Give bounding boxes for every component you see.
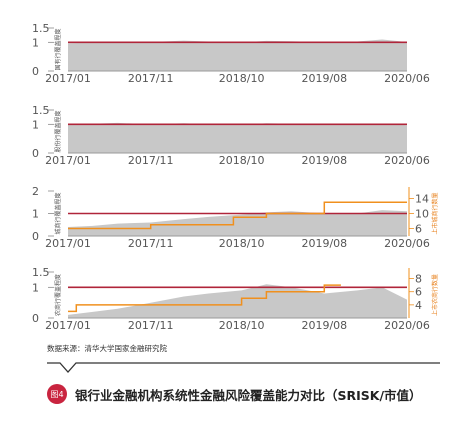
x-tick-label: 2018/10 bbox=[219, 237, 265, 250]
coverage-area bbox=[68, 122, 407, 153]
y-tick-label: 1 bbox=[32, 281, 39, 294]
x-tick-label: 2017/11 bbox=[128, 237, 174, 250]
y-axis-label: 城商行覆盖程度 bbox=[54, 192, 62, 234]
x-tick-label: 2019/08 bbox=[301, 237, 347, 250]
bank-count-line bbox=[68, 201, 407, 230]
y2-tick-label: 14 bbox=[415, 193, 429, 206]
figure-badge: 图4 bbox=[47, 384, 67, 404]
y2-tick-label: 6 bbox=[415, 223, 422, 236]
y2-tick-label: 10 bbox=[415, 208, 429, 221]
x-tick-label: 2019/08 bbox=[301, 154, 347, 167]
x-tick-label: 2017/11 bbox=[128, 319, 174, 332]
coverage-area bbox=[68, 210, 407, 236]
x-tick-label: 2018/10 bbox=[219, 154, 265, 167]
x-tick-label: 2017/01 bbox=[45, 319, 91, 332]
panel-3: 0 1 2 城商行覆盖程度 2017/01 2017/11 2018/10 2019/08 20… bbox=[32, 185, 439, 250]
x-tick-label: 2020/06 bbox=[384, 72, 430, 85]
figure-caption: 银行业金融机构系统性金融风险覆盖能力对比（SRISK/市值） bbox=[75, 387, 422, 403]
x-tick-label: 2017/11 bbox=[128, 72, 174, 85]
y2-axis-label: 上市城商行数量 bbox=[431, 192, 439, 234]
x-tick-label: 2017/01 bbox=[45, 72, 91, 85]
y-axis-label: 农商行覆盖程度 bbox=[54, 274, 62, 316]
y2-tick-label: 6 bbox=[415, 286, 422, 299]
source-note: 数据来源：清华大学国家金融研究院 bbox=[47, 344, 167, 353]
y-tick-label: 1 bbox=[32, 36, 39, 49]
x-tick-label: 2019/08 bbox=[301, 319, 347, 332]
x-tick-label: 2019/08 bbox=[301, 72, 347, 85]
x-tick-label: 2017/01 bbox=[45, 237, 91, 250]
y-tick-label: 1.5 bbox=[32, 104, 50, 117]
y-tick-label: 1 bbox=[32, 118, 39, 131]
y2-axis-label: 上市农商行数量 bbox=[431, 274, 439, 316]
y-tick-label: 0 bbox=[32, 65, 39, 78]
y-tick-label: 0 bbox=[32, 147, 39, 160]
y-tick-label: 2 bbox=[32, 185, 39, 198]
y-axis-label: 股份行覆盖程度 bbox=[54, 110, 62, 152]
y-tick-label: 1.5 bbox=[32, 22, 50, 35]
divider-line bbox=[47, 362, 440, 373]
y-tick-label: 1 bbox=[32, 208, 39, 221]
y-tick-label: 0 bbox=[32, 312, 39, 325]
y-tick-label: 1.5 bbox=[32, 266, 50, 279]
bank-count-line bbox=[68, 284, 341, 313]
panel-2: 0 11.5 股份行覆盖程度 2017/01 2017/11 2018/10 2019/08… bbox=[32, 104, 430, 167]
x-tick-label: 2018/10 bbox=[219, 319, 265, 332]
y-tick-label: 0 bbox=[32, 230, 39, 243]
x-tick-label: 2018/10 bbox=[219, 72, 265, 85]
coverage-area bbox=[68, 284, 407, 318]
y2-tick-label: 8 bbox=[415, 273, 422, 286]
x-tick-label: 2020/06 bbox=[384, 237, 430, 250]
x-tick-label: 2020/06 bbox=[384, 319, 430, 332]
panel-4: 0 1 1.5 农商行覆盖程度 2017/01 2017/11 2018/10 2019/08… bbox=[32, 266, 439, 332]
caption-row: 图4 银行业金融机构系统性金融风险覆盖能力对比（SRISK/市值） bbox=[47, 384, 422, 404]
x-tick-label: 2020/06 bbox=[384, 154, 430, 167]
coverage-area bbox=[68, 39, 407, 71]
y2-tick-label: 4 bbox=[415, 299, 422, 312]
x-tick-label: 2017/01 bbox=[45, 154, 91, 167]
panel-1: 0 11.5 国有行覆盖程度 2017/01 2017/11 2018/10 2019/08… bbox=[32, 22, 430, 85]
x-tick-label: 2017/11 bbox=[128, 154, 174, 167]
y-axis-label: 国有行覆盖程度 bbox=[54, 28, 62, 70]
